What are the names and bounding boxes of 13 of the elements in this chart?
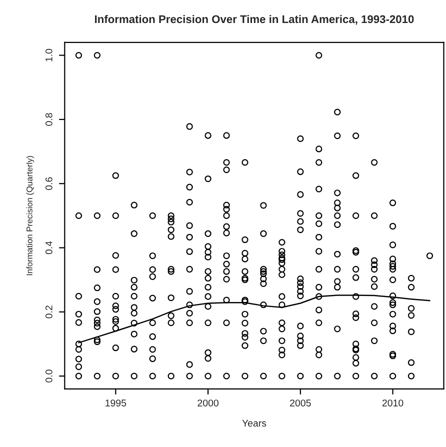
x-axis-title: Years [242,420,266,427]
y-axis-title: Information Precision (Quarterly) [26,156,34,276]
x-tick-label: 2005 [290,400,311,406]
x-tick-label: 1995 [106,400,126,406]
x-tick-label: 2010 [382,400,404,406]
x-tick-label: 2000 [198,400,218,406]
y-tick-label: 0.0 [45,370,52,382]
y-tick-label: 0.2 [45,306,52,318]
chart-title: Information Precision Over Time in Latin America, 1993-2010 [95,14,414,25]
y-tick-label: 1.0 [45,48,52,62]
y-tick-label: 0.4 [45,241,52,254]
y-tick-label: 0.6 [45,177,52,190]
y-tick-label: 0.8 [45,113,52,126]
